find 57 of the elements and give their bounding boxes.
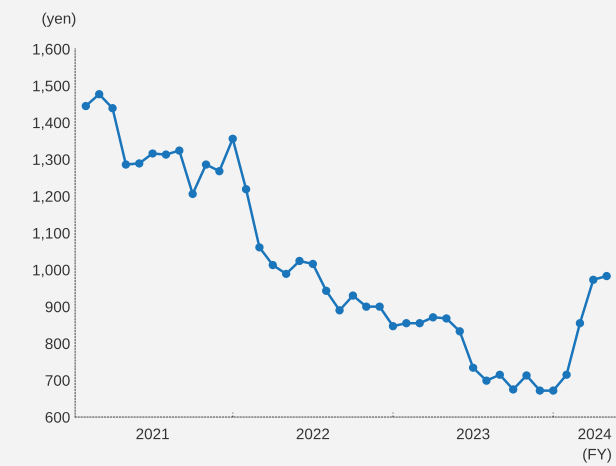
- x-axis-title: (FY): [583, 448, 611, 463]
- point: [148, 149, 157, 158]
- point: [402, 319, 411, 328]
- point: [456, 327, 464, 336]
- point: [188, 190, 197, 198]
- point: [255, 243, 264, 252]
- y-tick-label: 1,100: [33, 228, 70, 240]
- point: [82, 102, 90, 110]
- text: 2024: [578, 428, 612, 440]
- y-tick-label: 1,200: [33, 191, 70, 204]
- point: [589, 276, 598, 284]
- point: [295, 256, 304, 266]
- y-axis-title: (yen): [42, 12, 76, 27]
- point: [242, 185, 250, 194]
- y-tick-label: 1,600: [33, 44, 70, 56]
- point: [282, 270, 290, 278]
- point: [468, 364, 478, 372]
- point: [602, 272, 611, 280]
- point: [388, 322, 398, 330]
- y-tick-label: 1,000: [33, 264, 70, 278]
- point: [162, 150, 170, 159]
- point: [482, 376, 491, 385]
- y-tick-label: 1,500: [33, 80, 70, 94]
- point: [416, 319, 424, 328]
- y-tick-label: 1,300: [33, 154, 70, 167]
- point: [428, 313, 438, 322]
- point: [322, 286, 330, 295]
- point: [496, 370, 504, 379]
- point: [228, 134, 237, 143]
- y-tick-label: 800: [45, 338, 70, 350]
- y-tick-label: 900: [46, 301, 70, 312]
- point: [108, 104, 117, 112]
- point: [215, 166, 224, 176]
- point: [509, 385, 518, 394]
- point: [362, 302, 370, 311]
- point: [562, 370, 571, 379]
- point: [348, 291, 358, 300]
- text: 2023: [456, 428, 490, 440]
- text: 2022: [296, 428, 330, 440]
- point: [175, 146, 184, 155]
- point: [549, 386, 558, 395]
- point: [576, 319, 584, 328]
- point: [135, 159, 144, 168]
- point: [308, 260, 318, 268]
- y-tick-label: 600: [46, 412, 70, 423]
- point: [375, 302, 384, 311]
- point: [95, 90, 104, 98]
- point: [442, 314, 451, 323]
- text: 2021: [136, 428, 169, 440]
- point: [122, 160, 130, 169]
- point: [202, 160, 210, 169]
- point: [268, 260, 277, 270]
- y-tick-label: 700: [46, 375, 70, 386]
- point: [335, 306, 344, 314]
- point: [522, 371, 531, 380]
- point: [536, 386, 544, 395]
- y-tick-label: 1,400: [33, 117, 70, 130]
